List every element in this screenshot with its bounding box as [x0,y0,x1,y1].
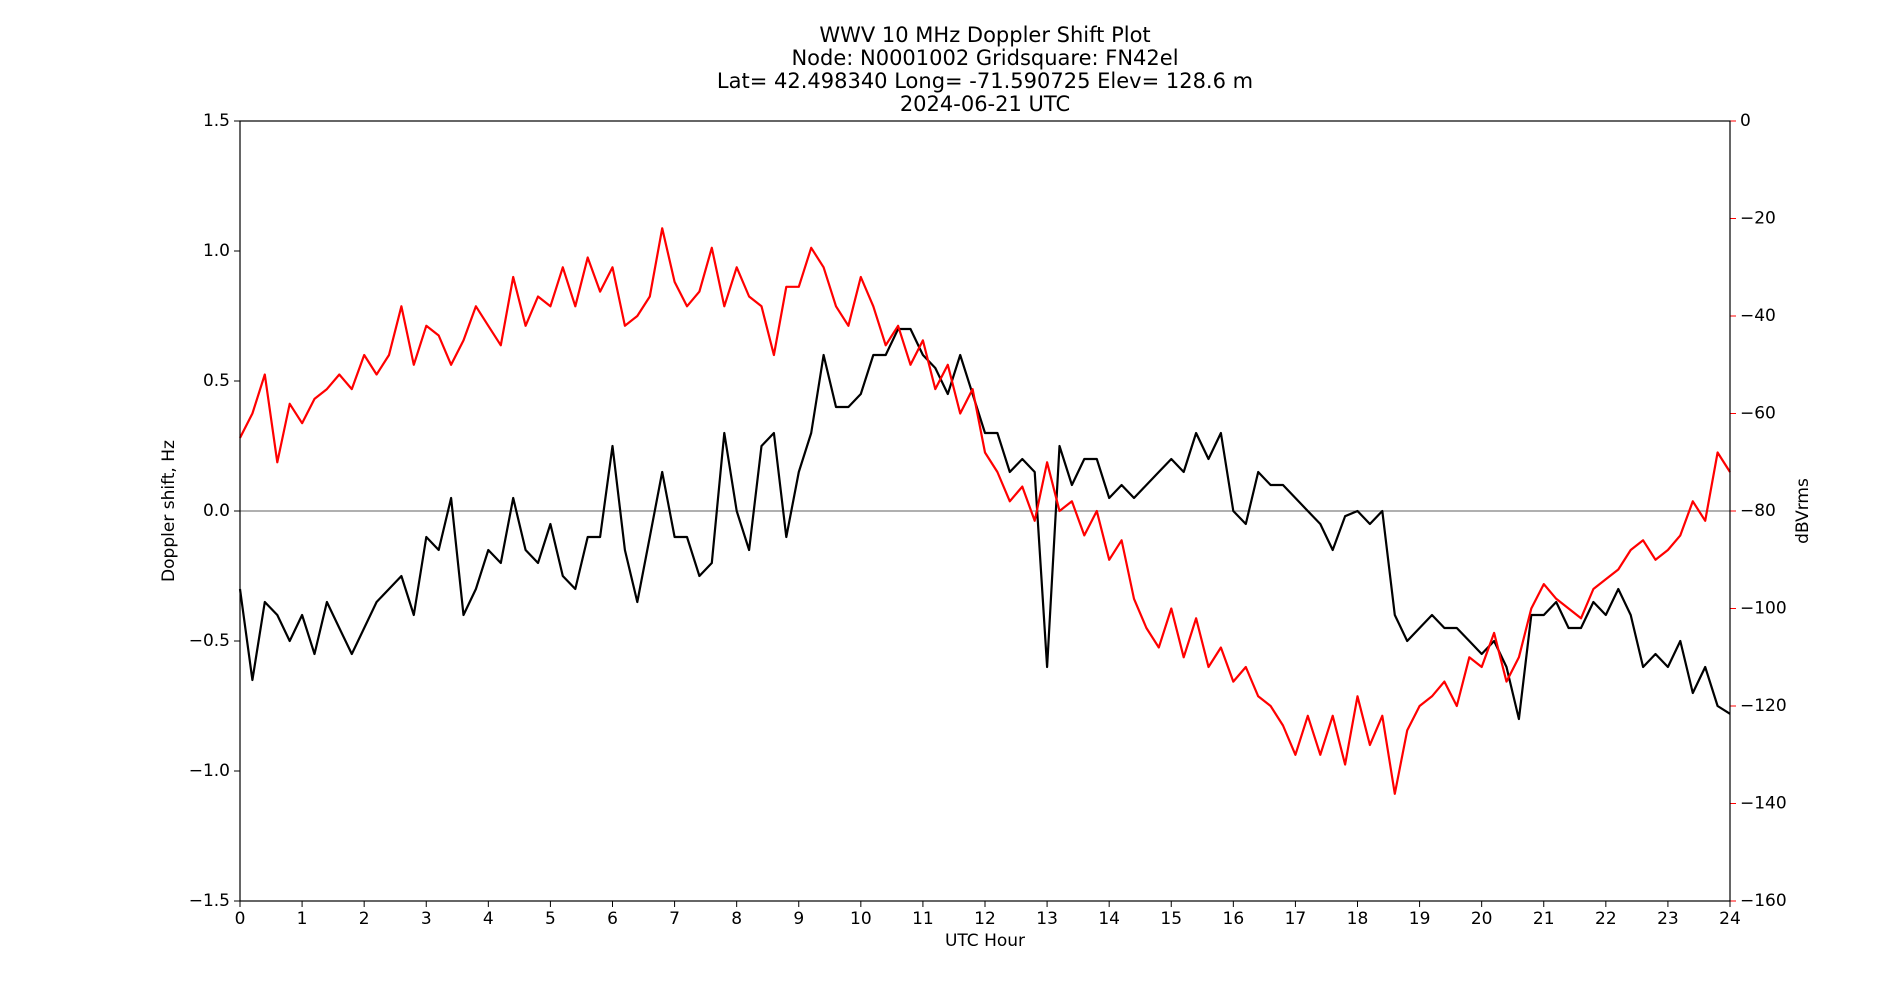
plot-frame [239,120,1731,902]
x-tick-label: 2 [359,909,370,929]
y2-tick-label: −80 [1740,501,1776,521]
y2-tick-label: −120 [1740,696,1787,716]
x-tick-label: 19 [1409,909,1431,929]
x-tick-label: 20 [1471,909,1493,929]
chart-title: WWV 10 MHz Doppler Shift Plot [819,23,1150,47]
y-tick-label: 1.0 [203,241,230,261]
x-tick-label: 23 [1657,909,1679,929]
x-tick-label: 0 [235,909,246,929]
y2-tick-label: −60 [1740,404,1776,424]
x-tick-label: 13 [1036,909,1058,929]
y2-axis-label: dBVrms [1793,478,1813,544]
x-tick-label: 10 [850,909,872,929]
chart-title: 2024-06-21 UTC [900,92,1070,116]
x-tick-label: 9 [793,909,804,929]
x-tick-label: 6 [607,909,618,929]
y2-tick-label: −40 [1740,306,1776,326]
x-tick-label: 22 [1595,909,1617,929]
x-tick-label: 5 [545,909,556,929]
x-tick-label: 24 [1719,909,1741,929]
y2-tick-label: 0 [1740,111,1751,131]
y2-tick-label: −100 [1740,599,1787,619]
y-axis-label: Doppler shift, Hz [159,440,179,582]
x-axis-label: UTC Hour [945,931,1025,951]
x-tick-label: 12 [974,909,996,929]
y2-tick-label: −20 [1740,209,1776,229]
x-tick-label: 8 [731,909,742,929]
x-tick-label: 16 [1223,909,1245,929]
y-tick-label: 0.5 [203,371,230,391]
x-tick-label: 11 [912,909,934,929]
x-tick-label: 17 [1285,909,1307,929]
y-tick-label: 1.5 [203,111,230,131]
x-tick-label: 1 [297,909,308,929]
y-tick-label: −0.5 [189,631,230,651]
x-tick-label: 21 [1533,909,1555,929]
x-tick-label: 4 [483,909,494,929]
x-tick-label: 14 [1098,909,1120,929]
y-tick-label: −1.0 [189,761,230,781]
chart-title: Node: N0001002 Gridsquare: FN42el [791,46,1178,70]
x-tick-label: 18 [1347,909,1369,929]
y2-tick-label: −160 [1740,891,1787,911]
y2-tick-label: −140 [1740,794,1787,814]
x-tick-label: 7 [669,909,680,929]
x-tick-label: 15 [1160,909,1182,929]
data-line [238,327,1731,721]
y-tick-label: −1.5 [189,891,230,911]
data-line [239,227,1731,795]
x-tick-label: 3 [421,909,432,929]
chart-title: Lat= 42.498340 Long= -71.590725 Elev= 12… [717,69,1253,93]
y-tick-label: 0.0 [203,501,230,521]
